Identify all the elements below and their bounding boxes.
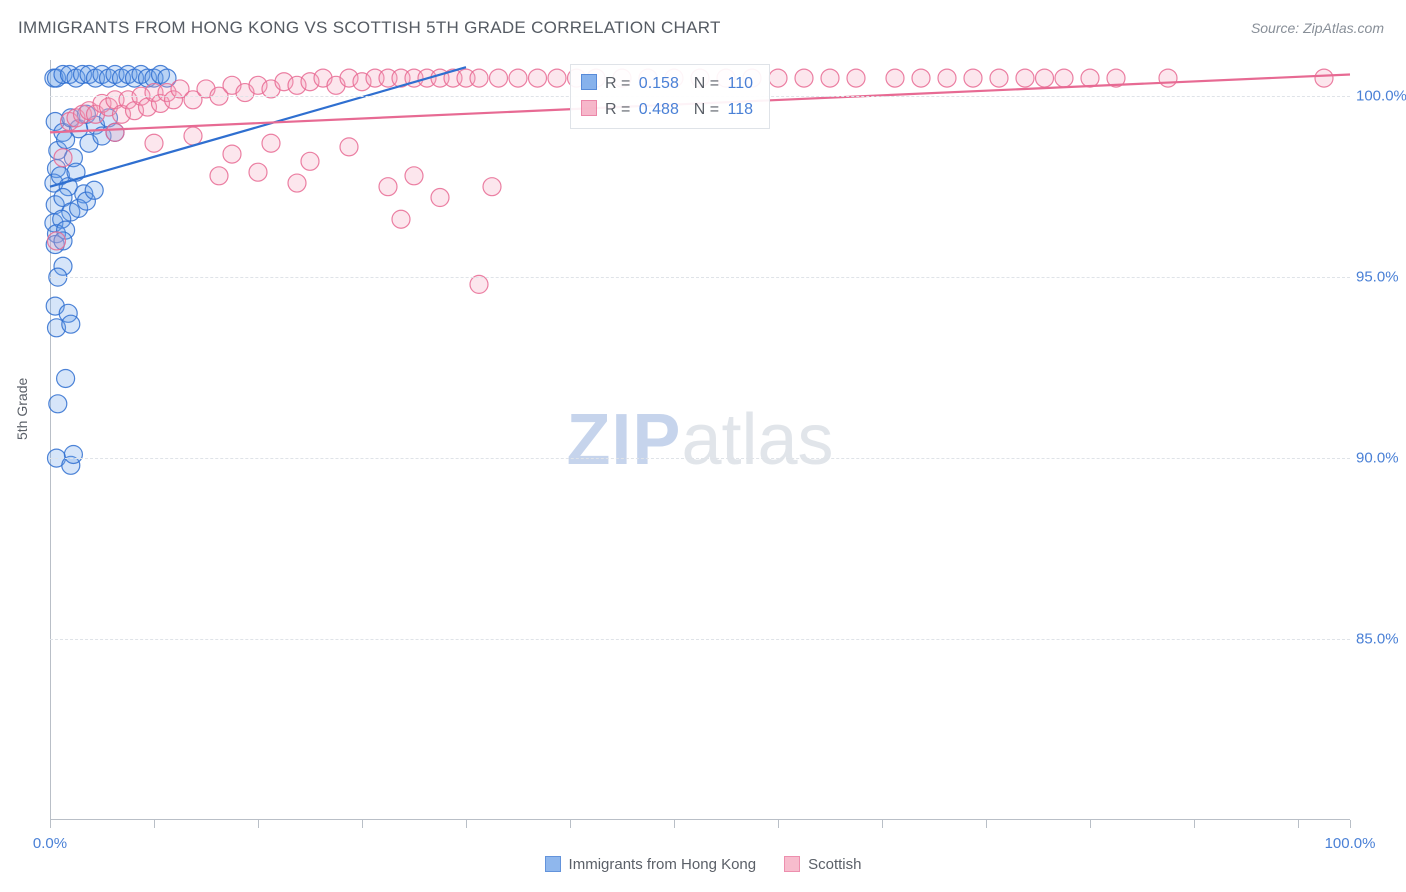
- y-tick-label: 85.0%: [1356, 631, 1406, 648]
- scatter-point-sc: [54, 149, 72, 167]
- stats-legend-box: R = 0.158 N = 110R = 0.488 N = 118: [570, 64, 770, 129]
- x-tick: [570, 820, 571, 828]
- legend-swatch-hk: [545, 856, 561, 872]
- scatter-point-sc: [938, 69, 956, 87]
- x-tick: [1350, 820, 1351, 828]
- x-tick: [362, 820, 363, 828]
- y-gridline: [50, 277, 1350, 278]
- scatter-point-sc: [249, 163, 267, 181]
- scatter-point-sc: [431, 189, 449, 207]
- scatter-point-sc: [262, 134, 280, 152]
- x-tick: [882, 820, 883, 828]
- scatter-point-sc: [1036, 69, 1054, 87]
- stats-n-value: 110: [728, 75, 754, 92]
- chart-svg: [50, 60, 1350, 820]
- scatter-point-sc: [1055, 69, 1073, 87]
- y-gridline: [50, 639, 1350, 640]
- x-tick-label: 100.0%: [1325, 835, 1376, 852]
- source-attribution: Source: ZipAtlas.com: [1251, 20, 1384, 36]
- scatter-point-sc: [795, 69, 813, 87]
- x-tick: [986, 820, 987, 828]
- scatter-point-sc: [470, 69, 488, 87]
- stats-r-value: 0.488: [639, 101, 679, 118]
- stats-n-value: 118: [728, 101, 754, 118]
- scatter-point-sc: [1315, 69, 1333, 87]
- x-tick: [674, 820, 675, 828]
- scatter-point-sc: [184, 127, 202, 145]
- stats-row-sc: R = 0.488 N = 118: [581, 97, 759, 123]
- source-label: Source:: [1251, 20, 1299, 36]
- legend-item-hk: Immigrants from Hong Kong: [545, 856, 757, 873]
- scatter-point-sc: [548, 69, 566, 87]
- scatter-point-sc: [288, 174, 306, 192]
- scatter-point-sc: [1159, 69, 1177, 87]
- stats-swatch-hk: [581, 74, 597, 90]
- scatter-point-sc: [483, 178, 501, 196]
- scatter-point-sc: [48, 232, 66, 250]
- scatter-point-hk: [49, 395, 67, 413]
- scatter-point-sc: [912, 69, 930, 87]
- y-axis-label: 5th Grade: [14, 378, 30, 440]
- x-tick: [1090, 820, 1091, 828]
- stats-r-label: R =: [605, 75, 630, 92]
- chart-title: IMMIGRANTS FROM HONG KONG VS SCOTTISH 5T…: [18, 18, 721, 38]
- legend-label-hk: Immigrants from Hong Kong: [569, 856, 757, 873]
- stats-r-value: 0.158: [639, 75, 679, 92]
- x-tick: [466, 820, 467, 828]
- source-value: ZipAtlas.com: [1303, 20, 1384, 36]
- scatter-point-sc: [301, 152, 319, 170]
- scatter-point-sc: [1081, 69, 1099, 87]
- scatter-point-sc: [821, 69, 839, 87]
- x-tick: [50, 820, 51, 828]
- bottom-legend: Immigrants from Hong Kong Scottish: [0, 856, 1406, 877]
- x-tick-label: 0.0%: [33, 835, 67, 852]
- scatter-point-sc: [210, 167, 228, 185]
- scatter-point-sc: [509, 69, 527, 87]
- stats-swatch-sc: [581, 100, 597, 116]
- scatter-point-sc: [106, 123, 124, 141]
- scatter-point-sc: [964, 69, 982, 87]
- scatter-point-sc: [392, 210, 410, 228]
- scatter-point-sc: [990, 69, 1008, 87]
- scatter-point-sc: [769, 69, 787, 87]
- x-tick: [1194, 820, 1195, 828]
- scatter-point-hk: [64, 445, 82, 463]
- plot-area: ZIPatlas 85.0%90.0%95.0%100.0% 0.0%100.0…: [50, 60, 1350, 820]
- scatter-point-hk: [57, 131, 75, 149]
- scatter-point-hk: [57, 369, 75, 387]
- y-tick-label: 100.0%: [1356, 88, 1406, 105]
- legend-swatch-sc: [784, 856, 800, 872]
- y-tick-label: 95.0%: [1356, 269, 1406, 286]
- x-tick: [1298, 820, 1299, 828]
- scatter-point-hk: [62, 315, 80, 333]
- x-tick: [154, 820, 155, 828]
- scatter-point-sc: [379, 178, 397, 196]
- scatter-point-sc: [1016, 69, 1034, 87]
- scatter-point-sc: [847, 69, 865, 87]
- x-tick: [258, 820, 259, 828]
- scatter-point-hk: [85, 181, 103, 199]
- scatter-point-sc: [405, 167, 423, 185]
- y-gridline: [50, 458, 1350, 459]
- scatter-point-sc: [223, 145, 241, 163]
- stats-n-label: N =: [694, 101, 719, 118]
- stats-n-label: N =: [694, 75, 719, 92]
- y-tick-label: 90.0%: [1356, 450, 1406, 467]
- scatter-point-sc: [490, 69, 508, 87]
- stats-r-label: R =: [605, 101, 630, 118]
- legend-label-sc: Scottish: [808, 856, 861, 873]
- x-tick: [778, 820, 779, 828]
- legend-item-sc: Scottish: [784, 856, 861, 873]
- scatter-point-sc: [145, 134, 163, 152]
- scatter-point-sc: [340, 138, 358, 156]
- scatter-point-sc: [886, 69, 904, 87]
- scatter-point-sc: [529, 69, 547, 87]
- stats-row-hk: R = 0.158 N = 110: [581, 71, 759, 97]
